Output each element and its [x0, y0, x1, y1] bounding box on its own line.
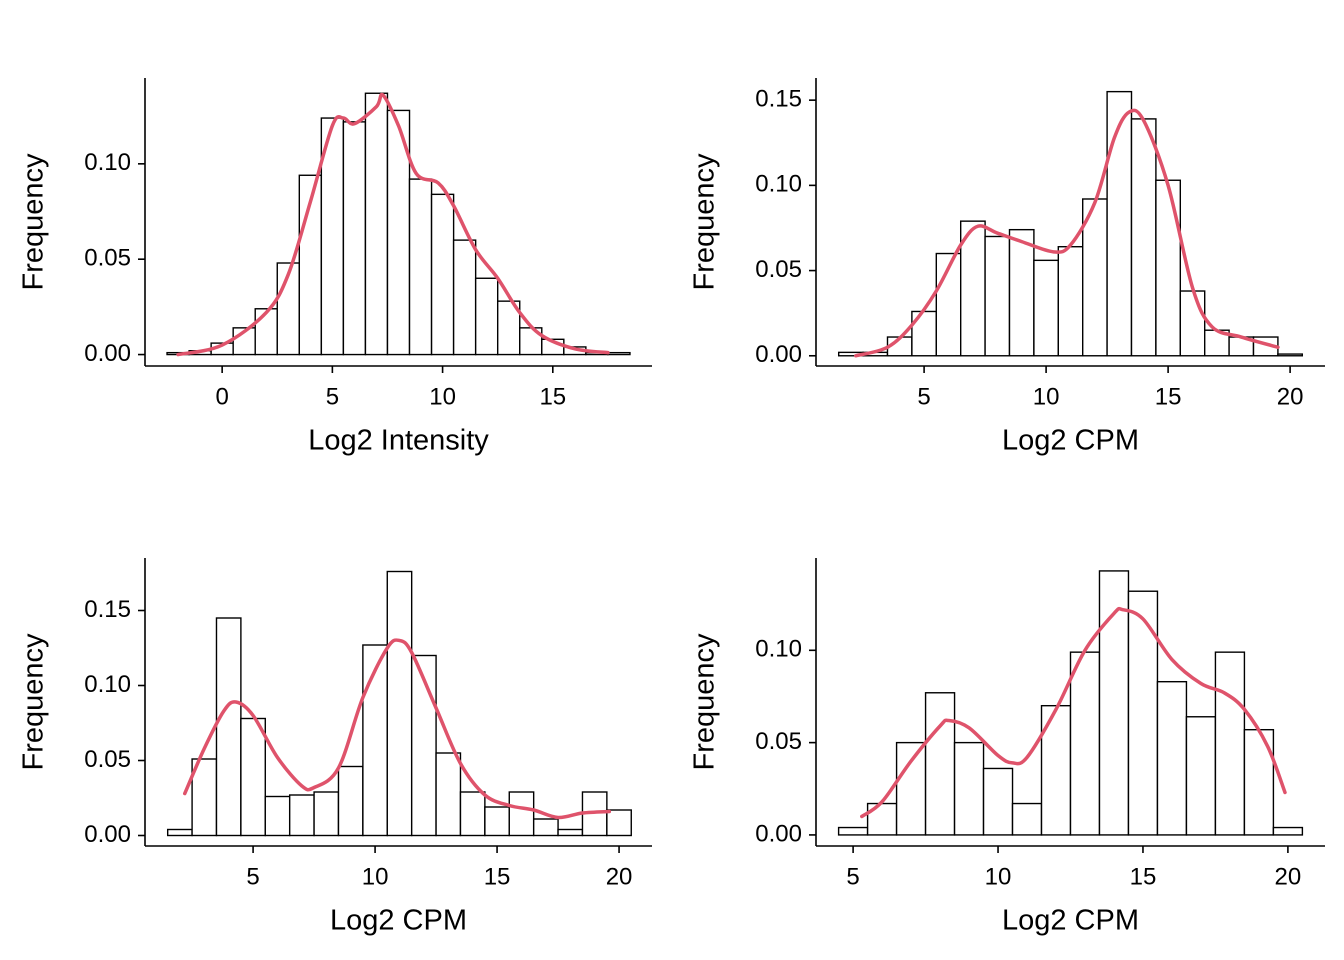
- histogram-bar: [410, 654, 437, 837]
- x-axis-title: Log2 CPM: [1002, 425, 1139, 457]
- x-tick-label: 15: [1130, 863, 1157, 890]
- x-tick-label: 0: [215, 383, 228, 410]
- panel: 5 10 15 20 0.00 0.05 0.10 0.15 Log2 CPM Frequency: [689, 78, 1325, 457]
- histogram-bar: [1069, 651, 1101, 836]
- histogram-bar: [1214, 651, 1246, 836]
- histogram-bar: [1277, 353, 1304, 357]
- y-tick-label: 0.10: [755, 171, 802, 198]
- histogram-bar: [1082, 198, 1108, 357]
- histogram-bar: [386, 570, 413, 837]
- histogram-bar: [474, 277, 499, 356]
- histogram-bar: [607, 351, 631, 356]
- histogram-bar: [1130, 118, 1157, 357]
- x-tick-label: 20: [1277, 383, 1304, 410]
- x-tick-label: 10: [1033, 383, 1060, 410]
- histogram-bar: [953, 741, 985, 836]
- x-tick-label: 10: [362, 863, 389, 890]
- histogram-bar: [1033, 259, 1059, 357]
- y-tick-label: 0.00: [755, 820, 802, 847]
- histogram-bar: [1106, 90, 1133, 357]
- histogram-bar: [337, 765, 364, 837]
- y-tick-label: 0.05: [755, 256, 802, 283]
- x-axis-title: Log2 CPM: [1002, 905, 1139, 937]
- histogram-bar: [837, 826, 869, 836]
- x-tick-label: 20: [1275, 863, 1302, 890]
- histogram-bar: [484, 806, 510, 837]
- histogram-bar: [581, 791, 608, 837]
- y-tick-label: 0.05: [755, 728, 802, 755]
- histogram-bar: [408, 178, 433, 356]
- y-tick-label: 0.00: [755, 341, 802, 368]
- histogram-bar: [240, 717, 266, 837]
- histogram-bar: [1008, 228, 1035, 357]
- histogram-bar: [435, 752, 462, 837]
- histogram-bar: [924, 692, 956, 836]
- x-axis-title: Log2 CPM: [330, 905, 467, 937]
- histogram-bar: [430, 193, 455, 356]
- density-curve: [854, 108, 1280, 358]
- panel: 5 10 15 20 0.00 0.05 0.10 0.15 Log2 CPM Frequency: [18, 558, 652, 937]
- y-axis-title: Frequency: [689, 153, 721, 291]
- histogram-bar: [895, 741, 927, 836]
- y-tick-label: 0.10: [84, 149, 131, 176]
- y-tick-label: 0.15: [84, 596, 131, 623]
- histogram-bar: [362, 644, 388, 837]
- histogram-bar: [508, 791, 535, 837]
- histogram-bar: [1179, 290, 1206, 357]
- histogram-bar: [557, 828, 584, 837]
- y-tick-label: 0.10: [84, 671, 131, 698]
- histogram-bar: [452, 239, 477, 356]
- y-tick-label: 0.15: [755, 85, 802, 112]
- histogram-bar: [215, 617, 242, 837]
- x-tick-label: 15: [484, 863, 511, 890]
- x-tick-label: 15: [1155, 383, 1182, 410]
- y-axis-title: Frequency: [18, 153, 50, 291]
- histogram-bar: [1011, 802, 1043, 836]
- histogram-bar: [459, 791, 486, 837]
- y-tick-label: 0.10: [755, 636, 802, 663]
- histogram-bar: [959, 220, 986, 357]
- histogram-bar: [1272, 826, 1304, 836]
- y-axis-title: Frequency: [689, 633, 721, 771]
- panel: 5 10 15 20 0.00 0.05 0.10 Log2 CPM Frequency: [689, 558, 1325, 937]
- y-tick-label: 0.05: [84, 245, 131, 272]
- x-axis-title: Log2 Intensity: [308, 425, 489, 457]
- histogram-bar: [606, 809, 632, 837]
- x-tick-label: 10: [429, 383, 456, 410]
- histogram-bar: [1057, 246, 1084, 357]
- histogram-bar: [254, 308, 278, 356]
- histogram-bar: [982, 767, 1014, 836]
- x-tick-label: 15: [539, 383, 566, 410]
- histogram-bar: [1155, 179, 1182, 357]
- histogram-bar: [166, 828, 193, 837]
- histogram-bar: [264, 795, 291, 837]
- histogram-bar: [1156, 680, 1188, 836]
- histogram-bar: [1127, 590, 1159, 836]
- histogram-bar: [313, 791, 340, 837]
- density-curve: [176, 92, 610, 357]
- x-tick-label: 20: [606, 863, 633, 890]
- density-curve: [860, 606, 1287, 819]
- histogram-bar: [288, 794, 315, 837]
- x-tick-label: 10: [985, 863, 1012, 890]
- histogram-bar: [191, 758, 218, 837]
- x-tick-label: 5: [246, 863, 259, 890]
- x-tick-label: 5: [846, 863, 859, 890]
- density-curve: [183, 638, 612, 820]
- y-tick-label: 0.05: [84, 746, 131, 773]
- histogram-bar: [342, 121, 367, 356]
- histogram-bar: [532, 818, 559, 837]
- histogram-bar: [984, 235, 1011, 357]
- x-tick-label: 5: [326, 383, 339, 410]
- histogram-bar: [1185, 716, 1217, 836]
- y-tick-label: 0.00: [84, 821, 131, 848]
- x-tick-label: 5: [917, 383, 930, 410]
- y-tick-label: 0.00: [84, 340, 131, 367]
- y-axis-title: Frequency: [18, 633, 50, 771]
- panel: 0 5 10 15 0.00 0.05 0.10 Log2 Intensity Frequenc…: [18, 78, 652, 457]
- histogram-bar: [364, 92, 389, 356]
